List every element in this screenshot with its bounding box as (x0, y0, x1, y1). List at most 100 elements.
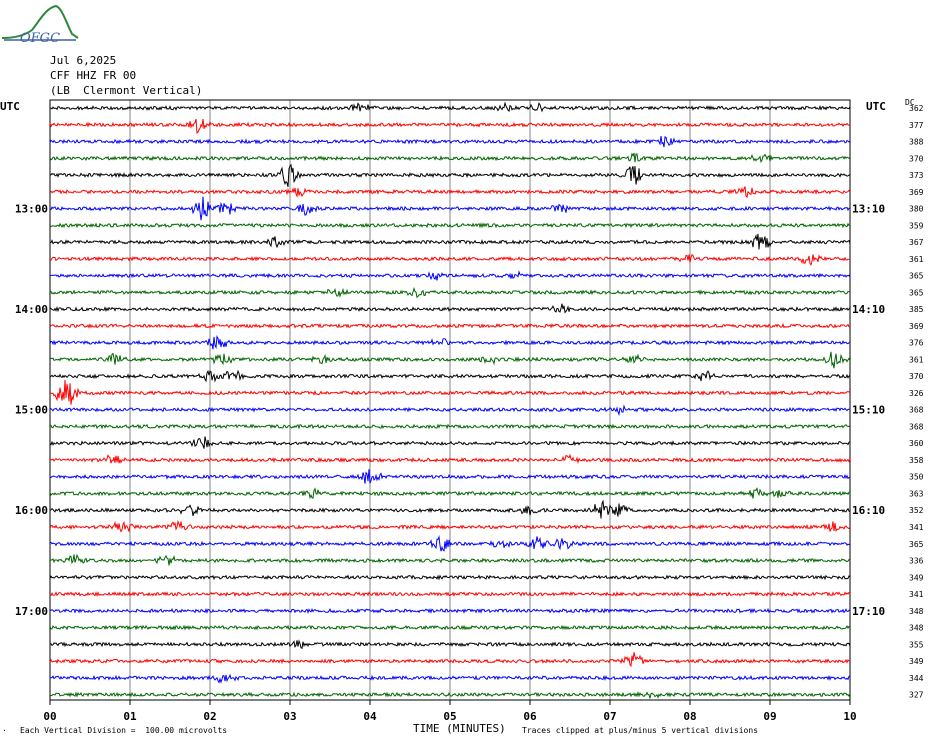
dc-offset-label: 350 (909, 473, 924, 482)
dc-offset-label: 367 (909, 238, 924, 247)
trace-row-0 (49, 101, 851, 113)
right-hour-label: 15:10 (852, 404, 885, 417)
dc-offset-label: 369 (909, 188, 924, 197)
dc-offset-label: 326 (909, 389, 924, 398)
dc-offset-label: 363 (909, 489, 924, 498)
x-tick-label: 07 (603, 710, 616, 723)
trace-row-15 (49, 351, 851, 369)
trace-row-4 (49, 163, 851, 188)
dc-offset-label: 370 (909, 154, 924, 163)
dc-label: DC (905, 98, 915, 107)
trace-row-12 (49, 303, 851, 314)
right-hour-label: 16:10 (852, 504, 885, 517)
ofgc-logo: OFGC (1, 4, 79, 46)
trace-row-22 (49, 469, 851, 484)
right-utc-label: UTC (866, 100, 886, 113)
trace-row-35 (49, 690, 851, 699)
trace-row-24 (49, 499, 851, 519)
trace-row-11 (49, 286, 851, 299)
x-tick-label: 02 (203, 710, 216, 723)
trace-row-21 (49, 453, 851, 465)
dc-offset-label: 365 (909, 288, 924, 297)
trace-row-13 (49, 322, 851, 329)
trace-row-1 (49, 118, 851, 135)
trace-row-30 (49, 607, 851, 614)
dc-offset-label: 361 (909, 255, 924, 264)
dc-offset-label: 359 (909, 221, 924, 230)
dc-offset-label: 360 (909, 439, 924, 448)
dc-offset-label: 348 (909, 624, 924, 633)
x-tick-label: 00 (43, 710, 56, 723)
left-hour-label: 17:00 (15, 605, 48, 618)
dc-offset-label: 373 (909, 171, 924, 180)
trace-row-3 (49, 152, 851, 163)
left-hour-label: 14:00 (15, 303, 48, 316)
dc-offset-label: 385 (909, 305, 924, 314)
trace-row-20 (49, 436, 851, 449)
dc-offset-label: 348 (909, 607, 924, 616)
trace-row-2 (49, 135, 851, 148)
trace-row-19 (49, 423, 851, 430)
header-date: Jul 6,2025 (50, 54, 117, 67)
left-hour-label: 15:00 (15, 404, 48, 417)
dc-offset-label: 358 (909, 456, 924, 465)
x-tick-label: 01 (123, 710, 137, 723)
x-tick-label: 05 (443, 710, 456, 723)
left-utc-label: UTC (0, 100, 20, 113)
dc-offset-label: 336 (909, 557, 924, 566)
trace-row-18 (49, 404, 851, 417)
trace-row-29 (49, 590, 851, 598)
x-tick-label: 03 (283, 710, 296, 723)
corner-mark: · (2, 726, 7, 735)
dc-offset-label: 377 (909, 121, 924, 130)
trace-row-10 (49, 270, 851, 281)
trace-row-25 (49, 519, 851, 533)
dc-offset-label: 344 (909, 674, 924, 683)
header-station: CFF HHZ FR 00 (50, 69, 137, 82)
left-hour-label: 13:00 (15, 203, 48, 216)
right-hour-label: 17:10 (852, 605, 885, 618)
x-tick-label: 04 (363, 710, 377, 723)
trace-row-8 (49, 233, 851, 250)
logo-text: OFGC (20, 31, 60, 46)
dc-offset-label: 341 (909, 523, 924, 532)
header-location: (LB Clermont Vertical) (50, 84, 203, 97)
right-hour-label: 14:10 (852, 303, 885, 316)
dc-offset-label: 376 (909, 339, 924, 348)
x-tick-label: 10 (843, 710, 856, 723)
dc-offset-label: 352 (909, 506, 924, 515)
dc-offset-label: 362 (909, 104, 924, 113)
x-tick-label: 06 (523, 710, 537, 723)
trace-row-33 (49, 652, 851, 668)
dc-offset-label: 370 (909, 372, 924, 381)
trace-row-28 (49, 574, 851, 581)
trace-row-6 (49, 196, 851, 221)
dc-offset-label: 368 (909, 422, 924, 431)
dc-offset-label: 380 (909, 205, 924, 214)
dc-offset-label: 327 (909, 691, 924, 700)
trace-row-9 (49, 253, 851, 266)
trace-row-26 (49, 535, 851, 552)
trace-row-5 (49, 186, 851, 199)
dc-offset-label: 368 (909, 406, 924, 415)
dc-offset-label: 388 (909, 138, 924, 147)
dc-offset-label: 349 (909, 573, 924, 582)
trace-row-23 (49, 487, 851, 500)
dc-offset-label: 365 (909, 272, 924, 281)
trace-row-31 (49, 624, 851, 631)
trace-row-14 (49, 334, 851, 350)
trace-row-7 (49, 222, 851, 229)
trace-row-27 (49, 553, 851, 566)
x-axis-title: TIME (MINUTES) (413, 722, 506, 735)
trace-row-16 (49, 369, 851, 383)
x-tick-label: 09 (763, 710, 776, 723)
dc-offset-label: 361 (909, 355, 924, 364)
dc-offset-label: 355 (909, 640, 924, 649)
trace-row-34 (49, 673, 851, 684)
dc-offset-label: 341 (909, 590, 924, 599)
left-hour-label: 16:00 (15, 504, 48, 517)
dc-offset-label: 365 (909, 540, 924, 549)
trace-row-17 (50, 379, 851, 405)
dc-offset-label: 349 (909, 657, 924, 666)
